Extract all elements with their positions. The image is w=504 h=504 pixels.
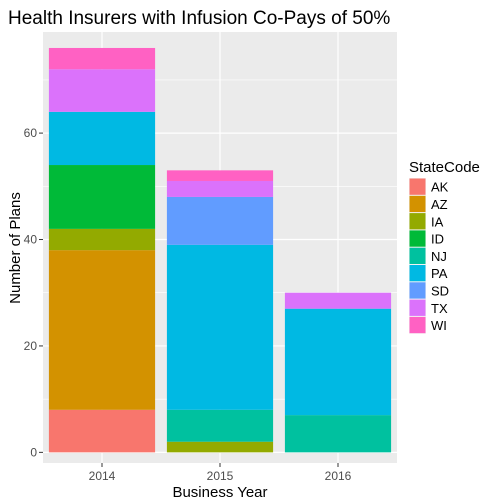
- bar-segment-ia-2014: [48, 228, 156, 251]
- bar-segment-nj-2015: [166, 409, 274, 442]
- x-tick-label: 2016: [325, 469, 352, 483]
- y-tick-label: 60: [24, 126, 38, 140]
- bar-segment-az-2014: [48, 250, 156, 410]
- y-tick-label: 0: [30, 445, 37, 459]
- y-tick-label: 40: [24, 233, 38, 247]
- legend-label-nj: NJ: [431, 249, 447, 264]
- legend-swatch-ia: [409, 213, 426, 230]
- bar-segment-wi-2014: [48, 47, 156, 70]
- bar-segment-sd-2015: [166, 196, 274, 245]
- bar-segment-id-2014: [48, 165, 156, 229]
- y-tick-label: 20: [24, 339, 38, 353]
- bar-segment-pa-2016: [284, 308, 392, 416]
- legend-swatch-id: [409, 230, 426, 247]
- legend-label-sd: SD: [431, 283, 449, 298]
- chart-title: Health Insurers with Infusion Co-Pays of…: [8, 8, 390, 29]
- bar-segment-ak-2014: [48, 409, 156, 453]
- legend-swatch-ak: [409, 178, 426, 195]
- legend-items: AK AZ IA ID NJ PA SD TX WI: [409, 178, 449, 334]
- legend-swatch-tx: [409, 299, 426, 316]
- bar-segment-wi-2015: [166, 170, 274, 181]
- bar-segment-tx-2016: [284, 292, 392, 309]
- bar-segment-ia-2015: [166, 441, 274, 453]
- legend-swatch-pa: [409, 265, 426, 282]
- legend-label-ak: AK: [431, 180, 449, 195]
- bar-segment-nj-2016: [284, 415, 392, 453]
- legend-swatch-wi: [409, 316, 426, 334]
- x-tick-label: 2015: [207, 469, 234, 483]
- legend-label-id: ID: [431, 232, 444, 247]
- bars: [48, 47, 392, 453]
- x-axis-title: Business Year: [172, 484, 267, 501]
- x-tick-label: 2014: [89, 469, 116, 483]
- bar-segment-tx-2015: [166, 180, 274, 197]
- legend: StateCode AK AZ IA ID NJ PA SD TX WI: [409, 159, 480, 334]
- legend-label-tx: TX: [431, 301, 448, 316]
- y-axis: 0 20 40 60: [24, 126, 43, 459]
- legend-label-az: AZ: [431, 197, 448, 212]
- y-axis-title: Number of Plans: [7, 192, 24, 304]
- bar-segment-pa-2015: [166, 244, 274, 410]
- legend-label-pa: PA: [431, 266, 448, 281]
- bar-segment-tx-2014: [48, 69, 156, 112]
- bar-segment-pa-2014: [48, 111, 156, 166]
- legend-label-ia: IA: [431, 214, 444, 229]
- legend-swatch-az: [409, 195, 426, 213]
- legend-title: StateCode: [409, 159, 480, 176]
- legend-swatch-sd: [409, 282, 426, 299]
- legend-swatch-nj: [409, 247, 426, 264]
- legend-label-wi: WI: [431, 318, 447, 333]
- x-axis: 2014 2015 2016: [89, 463, 352, 483]
